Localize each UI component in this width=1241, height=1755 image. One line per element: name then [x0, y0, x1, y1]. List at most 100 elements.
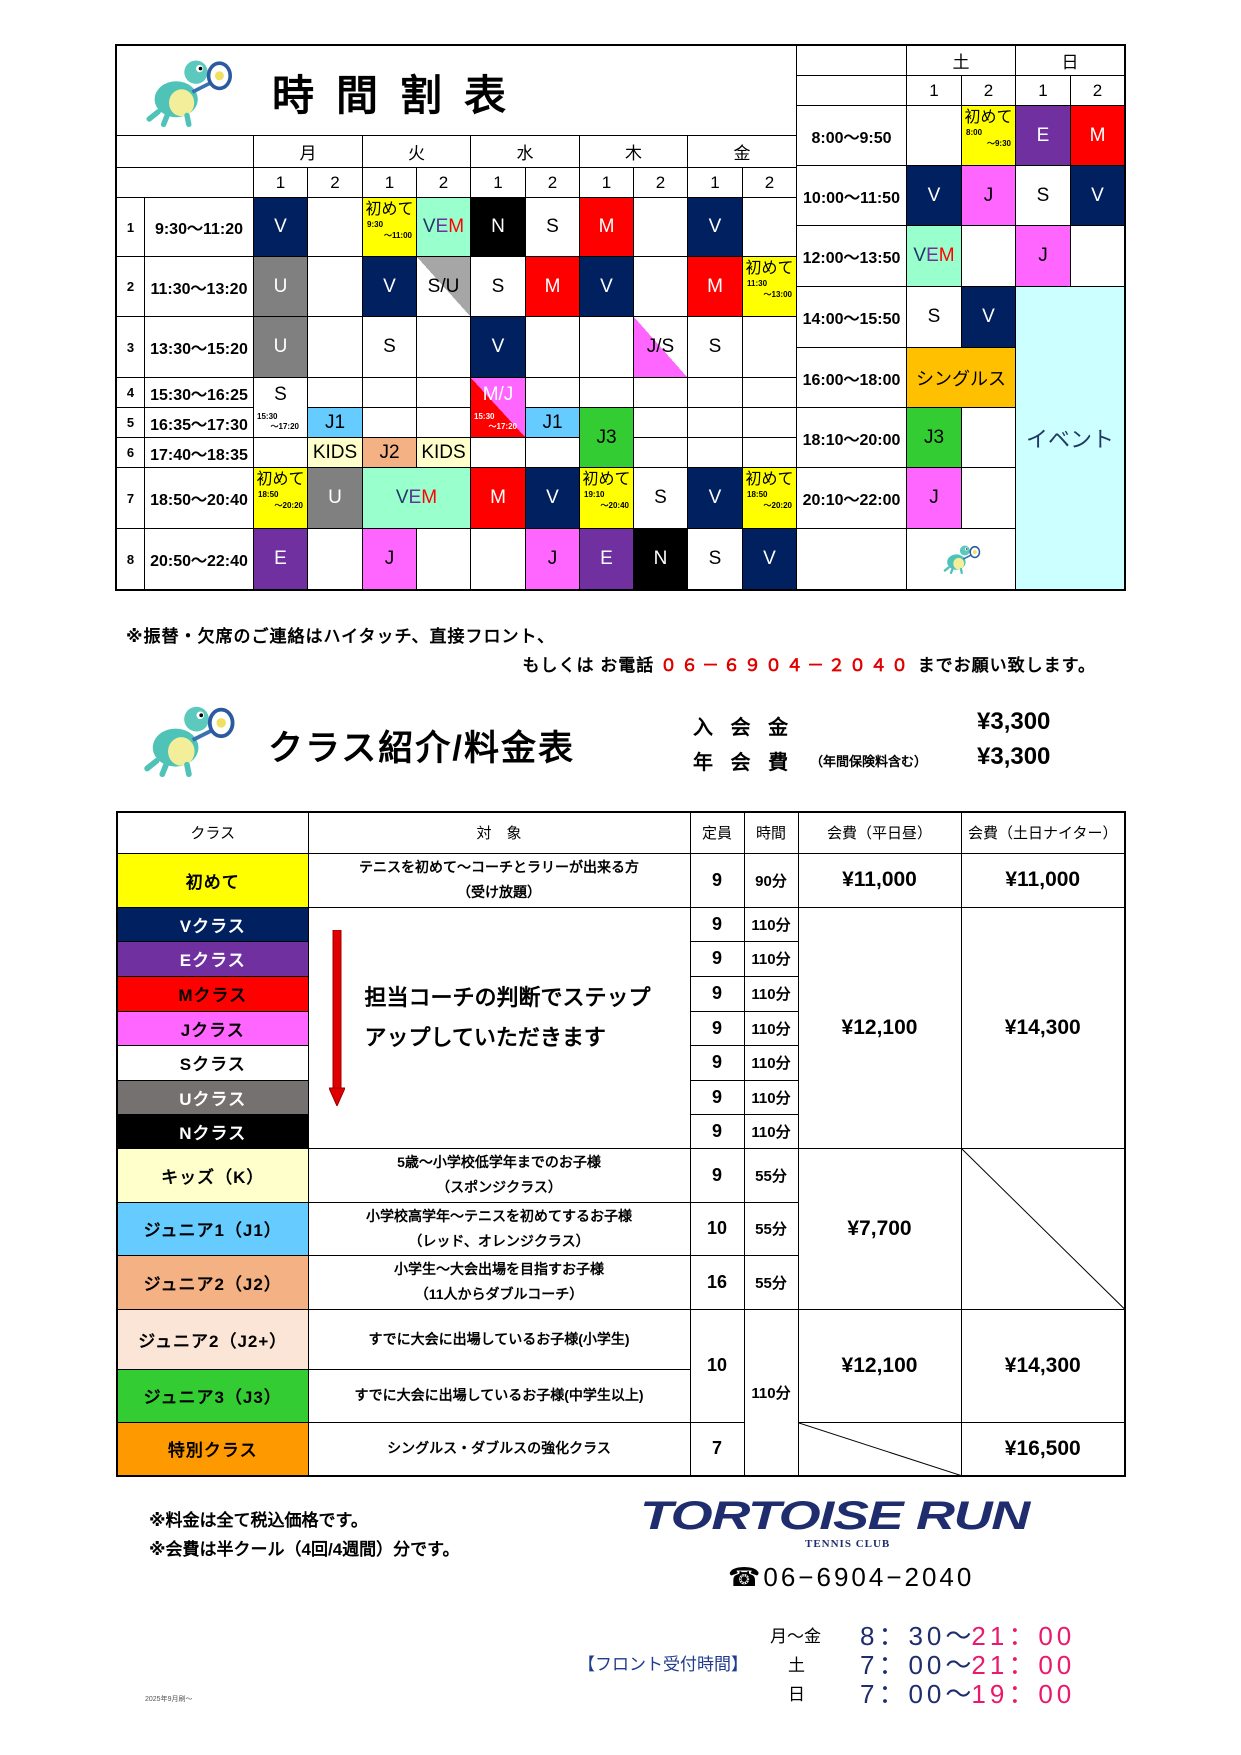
capacity: 16 [689, 1254, 745, 1310]
class-label: V [600, 275, 613, 297]
table-row: ジュニア2（J2+） すでに大会に出場しているお子様(小学生) 10 110分 … [116, 1308, 1126, 1477]
class-label: VEM [395, 487, 438, 508]
period-time-text: 8:00〜9:50 [811, 129, 892, 147]
table-row: Vクラス 担当コーチの判断でステップ アップしていただきます 9 110分 ¥12… [116, 906, 1126, 1149]
slot-label: 1 [710, 172, 720, 192]
target-line: テニスを初めて〜コーチとラリーが出来る方 [359, 859, 639, 875]
class-label: VEM [422, 216, 465, 237]
turtle-mascot-icon [132, 56, 242, 128]
empty-slot [687, 377, 743, 408]
class-slot: J2 [362, 437, 417, 468]
day-header: 日 [1015, 45, 1125, 76]
class-label: M/J [482, 384, 514, 405]
class-slot: E [253, 528, 308, 590]
slot-header: 2 [633, 167, 688, 198]
hours-sep: 〜 [945, 1650, 972, 1680]
class-slot: S [362, 316, 417, 378]
period-number: 7 [116, 467, 145, 529]
period-number-text: 7 [126, 490, 135, 506]
start-time: 19:10 [584, 490, 605, 499]
class-slot: S [1015, 165, 1071, 226]
class-slot: V [525, 467, 580, 529]
slot-header: 2 [525, 167, 580, 198]
header-blank [116, 167, 254, 198]
class-slot: 初めて 19:10 〜20:40 [579, 467, 634, 529]
class-label: KIDS [421, 441, 466, 463]
class-label: V [927, 184, 941, 206]
empty-slot [362, 407, 417, 438]
class-slot: U [253, 256, 308, 317]
target-line: 5歳〜小学校低学年までのお子様 [397, 1154, 601, 1170]
hours-open: 8：30 [860, 1621, 946, 1651]
class-label: S [491, 275, 505, 297]
period-number: 4 [116, 377, 145, 408]
timetable-title: 時間割表 [272, 72, 529, 119]
header-fee-weekday: 会費（平日昼） [797, 811, 962, 854]
class-slot: V [687, 467, 743, 529]
class-name: ジュニア1（J1） [116, 1201, 309, 1256]
empty-slot [742, 197, 797, 257]
end-time: 〜20:20 [763, 501, 792, 510]
day-header: 水 [470, 135, 580, 168]
class-slot: 初めて 11:30 〜13:00 [742, 256, 797, 317]
empty-slot [525, 377, 580, 408]
class-label: J [547, 548, 558, 569]
class-slot: J [1015, 225, 1071, 287]
duration: 110分 [743, 1308, 799, 1477]
empty-slot [742, 437, 797, 468]
class-label: E [274, 548, 287, 569]
period-time-text: 13:30〜15:20 [150, 341, 248, 358]
class-slot: シングルス [906, 347, 1016, 408]
empty-slot [633, 197, 688, 257]
empty-slot [307, 256, 363, 317]
class-label: S [1036, 184, 1050, 206]
slot-header: 1 [253, 167, 308, 198]
class-slot: V [1070, 165, 1125, 226]
class-slot: VEM [416, 197, 471, 257]
slot-label: 2 [764, 172, 775, 192]
price-table: クラス 対 象 定員 時間 会費（平日昼） 会費（土日ナイター） 初めて テニス… [116, 811, 1126, 1477]
period-time-text: 20:10〜22:00 [802, 492, 901, 509]
capacity: 9 [689, 975, 745, 1012]
contact-note-line1: ※振替・欠席のご連絡はハイタッチ、直接フロント、 [126, 627, 556, 646]
class-label: V [383, 275, 396, 297]
contact-note-pre: もしくは お電話 [522, 656, 655, 675]
period-time-text: 20:50〜22:40 [150, 553, 248, 570]
table-row: 初めて テニスを初めて〜コーチとラリーが出来る方 （受け放題） 9 90分 ¥11… [116, 852, 1126, 908]
empty-slot [633, 256, 688, 317]
table-row: Eクラス 9 110分 [116, 940, 1125, 977]
day-label: 木 [625, 144, 642, 163]
slot-label: 1 [929, 80, 939, 100]
class-slot: 初めて 9:30 〜11:00 [362, 197, 417, 257]
class-label: J3 [923, 426, 945, 448]
period-time: 18:10〜20:00 [796, 407, 907, 468]
period-number: 8 [116, 528, 145, 590]
class-name: Vクラス [116, 906, 309, 942]
slot-header: 1 [687, 167, 743, 198]
end-time: 〜11:00 [383, 231, 412, 240]
period-number-text: 4 [126, 385, 135, 400]
class-name: 初めて [116, 852, 309, 908]
class-target: 小学生〜大会出場を目指すお子様 （11人からダブルコーチ） [307, 1254, 691, 1310]
slot-label: 1 [493, 172, 503, 192]
class-slot: 初めて 18:50 〜20:20 [742, 467, 797, 529]
fee-weekend: ¥11,000 [960, 852, 1126, 908]
hours-days: 土 [788, 1656, 805, 1675]
period-time: 11:30〜13:20 [144, 256, 254, 317]
hours-close: 21：00 [971, 1621, 1076, 1651]
day-header: 火 [362, 135, 471, 168]
class-slot: 初めて 8:00 〜9:30 [961, 105, 1016, 166]
header-target: 対 象 [307, 811, 691, 854]
header-blank [116, 135, 254, 168]
class-label: J1 [324, 411, 346, 433]
period-time [796, 528, 907, 590]
entry-fee-amount: ¥3,300 [977, 708, 1051, 735]
period-number-text: 3 [126, 339, 135, 355]
step-up-cell: 担当コーチの判断でステップ アップしていただきます [307, 906, 691, 1149]
capacity: 9 [689, 852, 745, 908]
duration: 90分 [743, 852, 799, 908]
period-time-text: 18:10〜20:00 [802, 431, 901, 449]
hours-row: 月〜金 8：30 〜 21：00 [770, 1620, 1075, 1651]
target-line: 小学生〜大会出場を目指すお子様 [394, 1261, 604, 1277]
class-label: S [546, 216, 559, 237]
